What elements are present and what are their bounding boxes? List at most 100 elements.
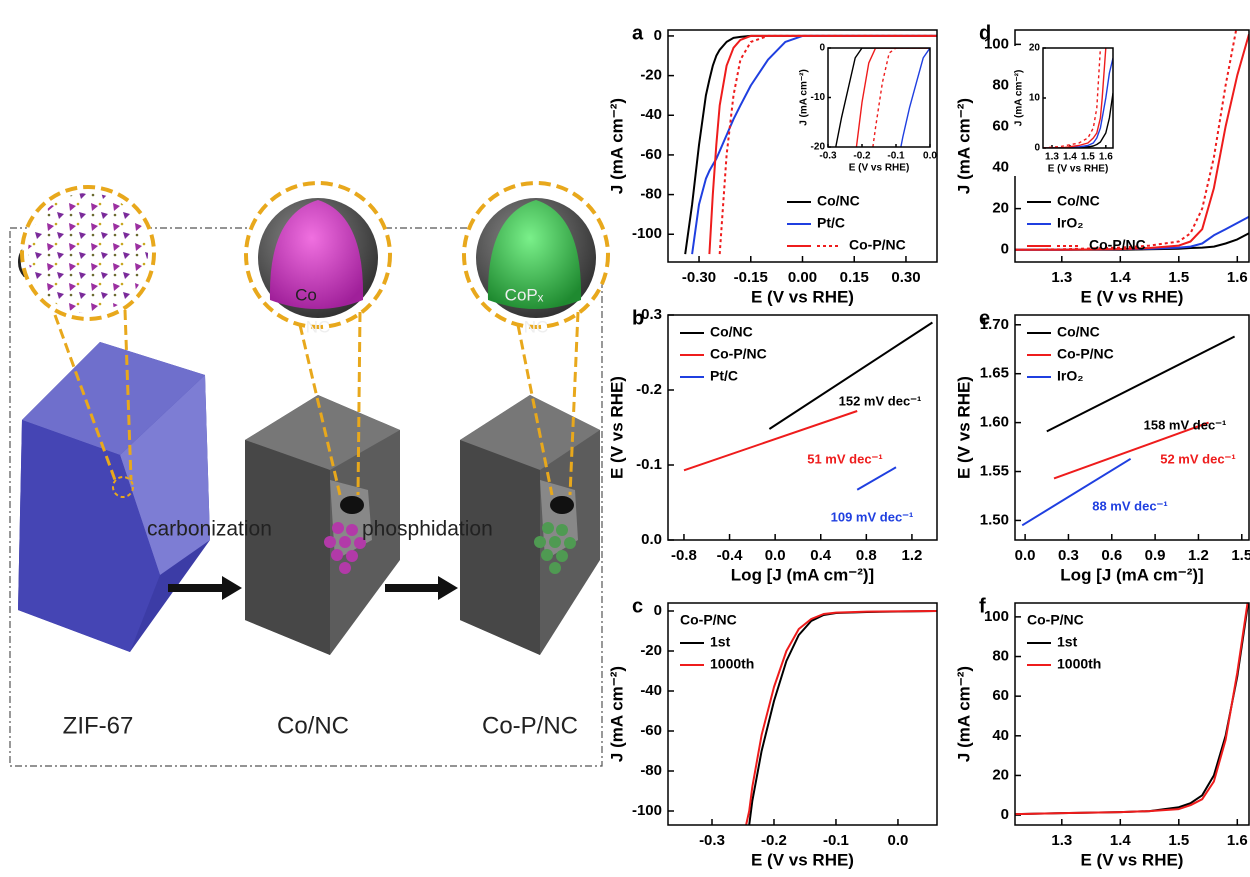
series-line	[872, 48, 930, 147]
stage-label: ZIF-67	[63, 712, 134, 739]
step-label: phosphidation	[362, 518, 493, 541]
plot-frame	[1014, 314, 1250, 541]
plot-area	[745, 610, 937, 825]
plot-area	[1015, 603, 1249, 816]
plot-area	[683, 321, 933, 491]
chart: -0.8 -0.4 0.0 0.4 0.8 1.2 0.0 -0.1 -0.2 -0.3b Log …	[607, 306, 938, 584]
y-axis-label: E (V vs RHE)	[954, 376, 973, 479]
y-tick-label: -100	[632, 802, 662, 819]
series-line	[900, 48, 930, 147]
stage-label: Co-P/NC	[482, 712, 578, 739]
y-tick-label: 1.60	[980, 414, 1009, 431]
y-axis-label: J (mA cm⁻²)	[607, 98, 626, 194]
x-tick-label: 1.2	[1188, 547, 1209, 564]
plot-frame	[667, 29, 938, 263]
zoom-line	[516, 324, 554, 496]
x-tick-label: 1.6	[1227, 269, 1248, 286]
zif-structure	[28, 193, 148, 313]
x-tick-label: 0.0	[765, 547, 786, 564]
crystal-face	[22, 342, 205, 455]
slope-annotation: 51 mV dec⁻¹	[807, 451, 883, 466]
y-tick-label: 0	[1034, 143, 1040, 154]
legend-label: 1st	[710, 634, 731, 650]
x-tick-label: -0.30	[682, 269, 716, 286]
crystal-face	[245, 395, 400, 470]
series-line	[1015, 30, 1238, 251]
legend-label: Co-P/NC	[1089, 237, 1146, 253]
y-axis-label: J (mA cm⁻²)	[607, 666, 626, 762]
x-tick-label: 1.6	[1099, 152, 1113, 163]
panel-label: c	[632, 595, 643, 617]
legend-label: Co/NC	[710, 324, 753, 340]
x-tick-label: 1.5	[1081, 152, 1095, 163]
series-line	[1043, 92, 1113, 148]
plot-frame	[827, 47, 931, 148]
series-line	[768, 321, 933, 430]
x-tick-label: 0.8	[856, 547, 877, 564]
slope-annotation: 109 mV dec⁻¹	[831, 509, 914, 524]
panel-label: d	[979, 22, 991, 44]
y-tick-label: 40	[992, 727, 1009, 744]
series-line	[1021, 457, 1132, 527]
schematic: (a) Co NC	[9, 181, 610, 767]
x-tick-label: 0.6	[1101, 547, 1122, 564]
co-particles	[324, 522, 366, 574]
x-tick-label: 1.4	[1063, 152, 1077, 163]
y-tick-label: 100	[984, 608, 1009, 625]
y-tick-label: 40	[992, 159, 1009, 176]
y-tick-label: 0	[654, 27, 662, 44]
plot-area	[684, 34, 937, 255]
series-line	[856, 466, 897, 491]
legend-label: Co/NC	[1057, 324, 1100, 340]
y-tick-label: 20	[992, 200, 1009, 217]
chart: -0.3 -0.2 -0.1 0.0 0 -20 -40 -60 -80 -100 c E (V vs…	[607, 595, 938, 869]
slope-annotation: 158 mV dec⁻¹	[1144, 417, 1227, 432]
y-axis-label: J (mA cm⁻²)	[799, 69, 810, 126]
y-tick-label: -20	[640, 642, 662, 659]
legend-label: 1000th	[710, 656, 754, 672]
y-tick-label: 0	[1001, 241, 1009, 258]
x-tick-label: 1.5	[1168, 269, 1189, 286]
x-tick-label: 1.4	[1110, 269, 1132, 286]
plot-frame	[667, 314, 938, 541]
legend-label: Co-P/NC	[710, 346, 767, 362]
x-tick-label: 0.00	[788, 269, 817, 286]
x-tick-label: -0.2	[853, 151, 871, 162]
slope-annotation: 152 mV dec⁻¹	[839, 393, 922, 408]
cut-hole	[550, 496, 574, 514]
legend-label: 1000th	[1057, 656, 1101, 672]
x-axis-label: Log [J (mA cm⁻²)]	[731, 565, 874, 584]
y-tick-label: -80	[640, 762, 662, 779]
series-line	[1043, 48, 1102, 148]
y-tick-label: -100	[632, 225, 662, 242]
chart: 1.3 1.4 1.5 1.6 0 10 20 E (V vs RHE) J (mA cm⁻²)	[1013, 43, 1117, 176]
series-line	[683, 410, 858, 472]
x-tick-label: 1.5	[1231, 547, 1250, 564]
y-tick-label: -10	[811, 92, 826, 103]
y-tick-label: 20	[992, 766, 1009, 783]
y-tick-label: 1.55	[980, 462, 1009, 479]
y-tick-label: 80	[992, 76, 1009, 93]
cop-core	[487, 200, 582, 309]
arrow-head	[222, 576, 242, 600]
shell-label: NC	[524, 317, 549, 336]
plot-area	[1021, 335, 1236, 527]
series-line	[1053, 421, 1209, 480]
plot-area	[1015, 30, 1249, 251]
y-tick-label: -60	[640, 722, 662, 739]
y-tick-label: 80	[992, 647, 1009, 664]
x-tick-label: -0.4	[717, 547, 744, 564]
series-line	[708, 34, 937, 255]
legend-label: IrO₂	[1057, 215, 1083, 231]
x-axis-label: E (V vs RHE)	[1081, 850, 1184, 869]
x-tick-label: 0.3	[1058, 547, 1079, 564]
x-axis-label: E (V vs RHE)	[849, 163, 910, 174]
x-tick-label: 0.9	[1145, 547, 1166, 564]
x-tick-label: 1.2	[901, 547, 922, 564]
y-axis-label: J (mA cm⁻²)	[954, 98, 973, 194]
co-core	[269, 200, 364, 309]
panel-label: b	[632, 307, 644, 329]
x-tick-label: -0.3	[819, 151, 837, 162]
